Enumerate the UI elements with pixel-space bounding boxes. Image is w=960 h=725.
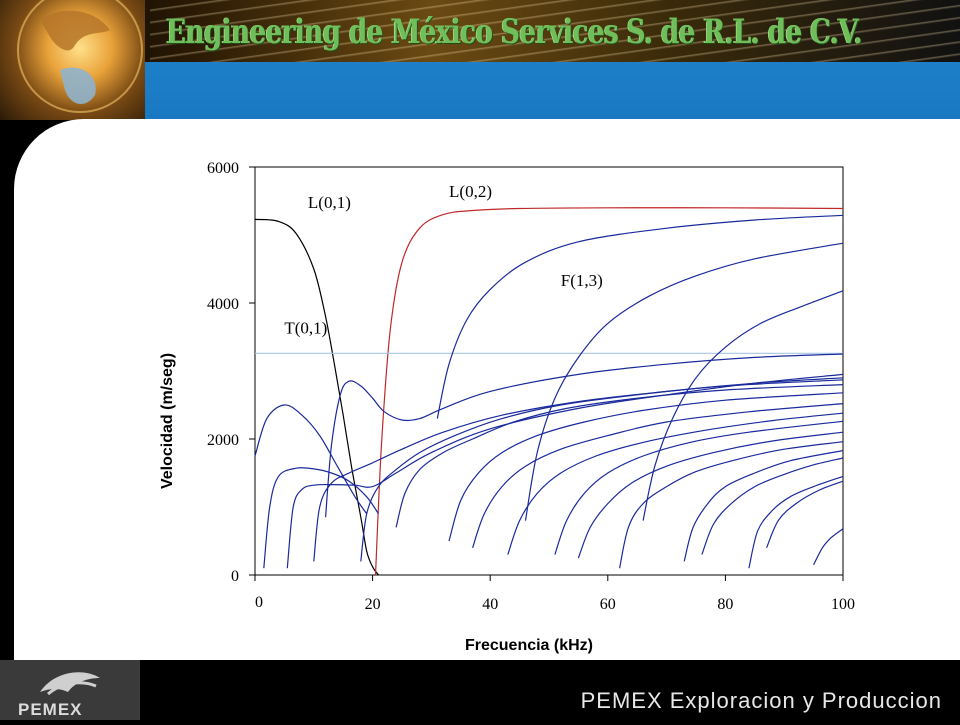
x-tick-label: 100	[831, 596, 855, 613]
curve-mode-19	[683, 450, 844, 562]
x-tick-label: 80	[717, 596, 733, 613]
curve-mode-13	[448, 392, 844, 542]
header-light-streaks	[150, 0, 960, 62]
annotation-label: L(0,1)	[308, 193, 351, 212]
pemex-eagle-icon	[40, 672, 100, 696]
x-tick-label: 40	[482, 596, 498, 613]
curve-mode-14	[472, 403, 844, 548]
globe-icon	[0, 0, 145, 120]
curve-mode-11	[360, 379, 844, 562]
y-axis-title: Velocidad (m/seg)	[159, 353, 176, 489]
header-blue-band	[0, 62, 960, 120]
curve-mode-3	[436, 214, 844, 419]
chart-labels: L(0,1) L(0,2) F(1,3) T(0,1)	[284, 182, 602, 338]
chart-axes: 0 2000 4000 6000 0 20 40 60 80 100 Frecuencia (kHz…	[159, 160, 855, 654]
y-tick-label: 6000	[207, 160, 239, 177]
curve-mode-4	[524, 242, 844, 521]
curve-mode-15	[507, 412, 844, 555]
y-tick-label: 2000	[207, 432, 239, 449]
x-tick-label: 20	[365, 596, 381, 613]
curve-l-0-2-	[374, 207, 844, 576]
pemex-logo: PEMEX	[0, 660, 140, 720]
header-glow	[0, 0, 960, 62]
curve-mode-21	[748, 475, 844, 569]
curve-mode-20	[701, 457, 844, 555]
company-title: Engineering de México Services S. de R.L…	[166, 12, 863, 52]
header-banner: Engineering de México Services S. de R.L…	[0, 0, 960, 120]
footer-company-name: PEMEX Exploracion y Produccion	[580, 688, 942, 713]
x-tick-label: 60	[600, 596, 616, 613]
curve-mode-6	[254, 404, 368, 515]
x-tick-label: 0	[255, 594, 263, 611]
y-tick-label: 4000	[207, 296, 239, 313]
chart-curves	[254, 207, 844, 576]
curve-mode-7	[325, 353, 844, 518]
annotation-label: L(0,2)	[449, 182, 492, 201]
curve-mode-8	[263, 467, 379, 569]
curve-mode-16	[554, 420, 844, 555]
annotation-label: T(0,1)	[284, 319, 327, 338]
curve-mode-18	[619, 441, 844, 569]
curve-mode-12	[395, 384, 844, 528]
pemex-logo-text: PEMEX	[18, 700, 83, 719]
y-tick-label: 0	[231, 568, 239, 585]
annotation-label: F(1,3)	[561, 271, 603, 290]
footer-bar	[0, 660, 960, 720]
curve-mode-17	[577, 431, 844, 559]
plot-frame	[254, 166, 844, 576]
curve-mode-23	[813, 528, 844, 566]
curve-mode-5	[642, 290, 844, 521]
globe-graphic	[17, 0, 143, 113]
x-axis-title: Frecuencia (kHz)	[465, 637, 593, 654]
curve-l-0-1-	[254, 218, 379, 576]
curve-mode-22	[766, 480, 844, 549]
